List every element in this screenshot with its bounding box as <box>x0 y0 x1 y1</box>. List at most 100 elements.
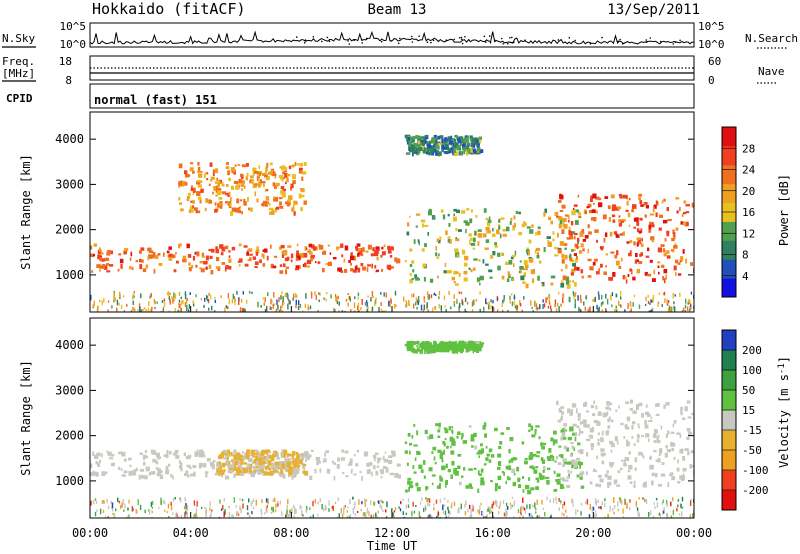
noise-cell <box>208 299 210 304</box>
noise-cell <box>418 511 420 517</box>
scatter-cell <box>535 477 539 481</box>
noise-cell <box>147 310 150 312</box>
scatter-cell <box>258 165 261 169</box>
scatter-cell <box>665 445 668 449</box>
noise-cell <box>555 308 558 312</box>
noise-cell <box>285 292 287 297</box>
scatter-cell <box>295 464 300 468</box>
scatter-cell <box>557 200 562 203</box>
scatter-cell <box>680 221 684 225</box>
noise-cell <box>488 301 490 306</box>
nsearch-dot <box>430 41 432 44</box>
noise-cell <box>273 292 275 298</box>
scatter-cell <box>623 231 625 235</box>
noise-cell <box>666 512 668 517</box>
scatter-cell <box>203 454 206 458</box>
scatter-cell <box>665 250 670 254</box>
scatter-cell <box>295 258 299 261</box>
noise-cell <box>133 295 135 298</box>
noise-cell <box>364 512 366 517</box>
noise-cell <box>405 504 407 509</box>
noise-cell <box>555 501 558 504</box>
scatter-cell <box>90 253 95 258</box>
noise-cell <box>289 300 291 305</box>
scatter-cell <box>611 214 616 218</box>
scatter-cell <box>570 470 572 474</box>
scatter-cell <box>386 264 392 270</box>
scatter-cell <box>517 477 521 480</box>
noise-cell <box>439 498 442 503</box>
noise-cell <box>257 301 259 308</box>
scatter-cell <box>592 413 596 416</box>
scatter-cell <box>123 470 128 474</box>
scatter-cell <box>669 473 673 477</box>
scatter-cell <box>100 453 103 458</box>
scatter-cell <box>610 251 615 254</box>
noise-cell <box>479 505 481 511</box>
noise-cell <box>450 306 452 310</box>
noise-cell <box>509 295 511 301</box>
noise-cell <box>113 295 115 301</box>
scatter-cell <box>423 276 426 282</box>
scatter-cell <box>553 439 558 444</box>
scatter-cell <box>634 260 638 264</box>
noise-cell <box>662 292 665 296</box>
scatter-cell <box>373 250 378 253</box>
scatter-cell <box>520 275 525 281</box>
noise-cell <box>427 498 430 501</box>
noise-cell <box>667 300 670 304</box>
scatter-cell <box>143 475 148 480</box>
noise-cell <box>184 512 186 518</box>
noise-cell <box>352 508 354 513</box>
scatter-cell <box>508 274 511 279</box>
scatter-cell <box>186 243 190 249</box>
noise-cell <box>416 306 418 310</box>
noise-cell <box>531 515 533 518</box>
scatter-cell <box>680 406 683 411</box>
noise-cell <box>635 501 637 507</box>
noise-cell <box>654 505 656 510</box>
scatter-cell <box>238 209 242 214</box>
scatter-cell <box>464 255 469 261</box>
scatter-cell <box>412 152 414 157</box>
scatter-cell <box>196 181 201 185</box>
scatter-cell <box>194 207 198 211</box>
scatter-cell <box>485 217 489 221</box>
scatter-cell <box>564 276 570 281</box>
scatter-cell <box>245 450 248 456</box>
scatter-cell <box>559 418 562 422</box>
nsearch-dot <box>489 41 492 44</box>
scatter-cell <box>457 144 462 147</box>
scatter-cell <box>219 180 222 184</box>
noise-cell <box>393 510 396 513</box>
scatter-cell <box>670 431 675 434</box>
scatter-cell <box>273 196 275 199</box>
scatter-cell <box>197 162 200 166</box>
noise-cell <box>465 500 467 505</box>
noise-cell <box>356 511 359 513</box>
noise-cell <box>496 501 498 508</box>
noise-cell <box>148 510 151 515</box>
noise-cell <box>148 509 150 512</box>
scatter-cell <box>608 416 611 421</box>
scatter-cell <box>671 447 674 452</box>
noise-cell <box>531 306 533 309</box>
scatter-cell <box>437 151 442 156</box>
scatter-cell <box>344 245 349 251</box>
noise-cell <box>449 511 451 515</box>
noise-cell <box>498 505 501 509</box>
noise-cell <box>375 512 377 518</box>
scatter-cell <box>408 146 411 151</box>
noise-cell <box>403 296 405 302</box>
scatter-cell <box>435 246 437 251</box>
scatter-cell <box>147 247 152 252</box>
scatter-cell <box>519 266 524 270</box>
time-x-axis: 00:00 04:00 08:00 12:00 16:00 20:00 00:00 <box>72 306 712 540</box>
scatter-cell <box>424 347 427 351</box>
noise-cell <box>385 509 387 513</box>
scatter-cell <box>480 477 484 482</box>
scatter-cell <box>278 465 283 468</box>
scatter-cell <box>415 213 421 216</box>
noise-cell <box>224 307 226 312</box>
